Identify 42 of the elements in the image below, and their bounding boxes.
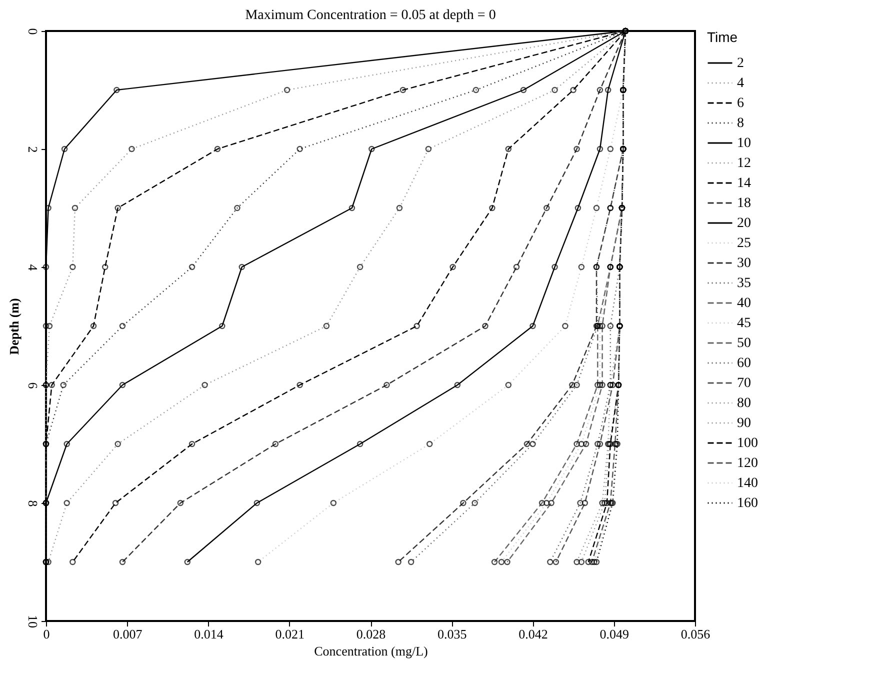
x-tick-label: 0.049 [600, 626, 629, 642]
legend-label: 12 [737, 156, 751, 171]
legend-label: 80 [737, 396, 751, 411]
legend-label: 4 [737, 76, 744, 91]
legend-label: 2 [737, 56, 744, 71]
legend-label: 10 [737, 136, 751, 151]
x-tick-label: 0.028 [356, 626, 386, 642]
legend-label: 30 [737, 256, 751, 271]
legend-label: 45 [737, 316, 751, 331]
legend-label: 120 [737, 456, 758, 471]
x-tick-label: 0.035 [438, 626, 467, 642]
legend-label: 100 [737, 436, 758, 451]
x-tick-label: 0.014 [194, 626, 224, 642]
legend-label: 20 [737, 216, 751, 231]
y-tick-label: 10 [26, 615, 40, 628]
legend-label: 25 [737, 236, 751, 251]
x-tick-label: 0.007 [113, 626, 143, 642]
y-tick-label: 2 [26, 146, 40, 153]
legend-label: 160 [737, 496, 758, 511]
legend-label: 60 [737, 356, 751, 371]
y-axis-title: Depth (m) [6, 298, 22, 355]
x-axis-title: Concentration (mg/L) [314, 644, 428, 658]
legend-label: 90 [737, 416, 751, 431]
y-tick-label: 8 [26, 500, 40, 507]
legend-label: 6 [737, 96, 744, 111]
y-tick-label: 6 [26, 382, 40, 390]
legend-label: 70 [737, 376, 751, 391]
x-tick-label: 0.021 [275, 626, 304, 642]
x-tick-label: 0 [43, 626, 50, 642]
y-tick-label: 0 [26, 28, 40, 35]
x-tick-label: 0.056 [680, 626, 711, 642]
legend-label: 35 [737, 276, 751, 291]
legend-title: Time [707, 29, 738, 45]
x-tick-label: 0.042 [518, 626, 548, 642]
legend-label: 14 [737, 176, 751, 191]
y-tick-label: 4 [26, 264, 40, 272]
legend-label: 50 [737, 336, 751, 351]
legend-label: 8 [737, 116, 744, 131]
legend-label: 140 [737, 476, 758, 491]
legend-label: 40 [737, 296, 751, 311]
chart-title: Maximum Concentration = 0.05 at depth = 0 [245, 8, 496, 24]
legend-label: 18 [737, 196, 751, 211]
